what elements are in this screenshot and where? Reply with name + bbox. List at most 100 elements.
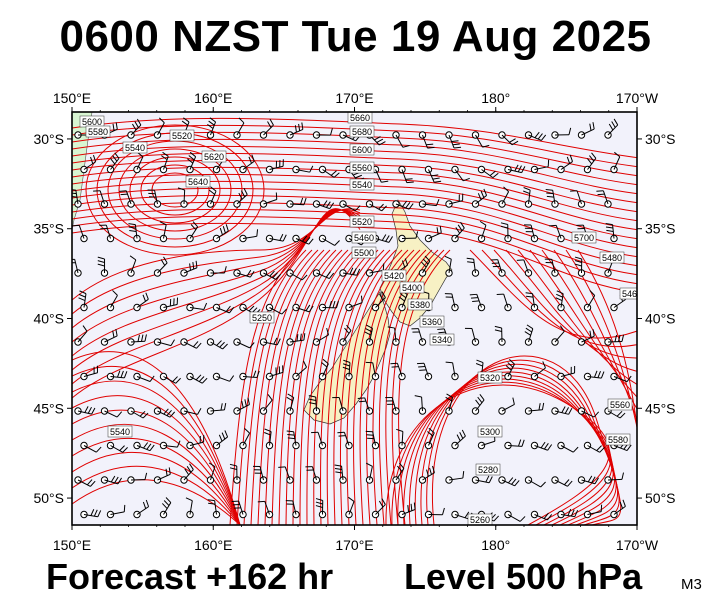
contour-line <box>278 249 343 525</box>
contour-label: 5520 <box>169 129 195 142</box>
wind-barb <box>445 471 465 484</box>
wind-barb <box>78 290 88 312</box>
svg-text:5560: 5560 <box>352 163 372 173</box>
wind-barb <box>106 290 118 312</box>
contour-label: 5280 <box>475 463 501 476</box>
contour-line <box>129 156 221 224</box>
contour-line <box>403 375 614 525</box>
wind-barb <box>292 303 314 313</box>
lat-label-right: 45°S <box>645 400 676 416</box>
contour-line <box>408 371 616 525</box>
wind-barb <box>334 464 347 484</box>
wind-barb <box>72 224 88 243</box>
wind-barb <box>127 472 148 484</box>
wind-barb <box>424 165 442 183</box>
wind-barb <box>605 222 618 243</box>
contour-line <box>378 249 433 525</box>
wind-barb <box>557 441 579 453</box>
svg-text:5400: 5400 <box>402 283 422 293</box>
wind-barb <box>583 152 597 174</box>
contour-label: 5540 <box>349 178 375 191</box>
wind-barb <box>464 327 480 346</box>
contour-line <box>72 452 241 525</box>
wind-barb <box>604 118 619 139</box>
wind-barb <box>186 151 197 174</box>
wind-barb <box>253 465 268 484</box>
wind-barb <box>424 225 442 243</box>
wind-barb <box>551 325 565 346</box>
wind-barb <box>551 406 573 415</box>
wind-barb <box>212 372 235 382</box>
contour-line <box>72 423 241 525</box>
wind-barb <box>259 192 278 208</box>
wind-barb <box>231 500 247 519</box>
contour-line <box>72 180 637 240</box>
wind-barb <box>471 394 485 415</box>
lon-label-top: 170°W <box>616 90 659 106</box>
wind-barb <box>494 325 506 346</box>
lon-label-bottom: 170°E <box>335 537 373 553</box>
lat-label-left: 40°S <box>33 311 64 327</box>
wind-barb <box>285 500 300 519</box>
wind-barb <box>239 229 259 243</box>
wind-barb <box>312 200 335 210</box>
contour-line <box>72 208 361 301</box>
wind-barb <box>128 223 141 243</box>
wind-barb <box>364 324 374 346</box>
wind-barb <box>312 327 330 346</box>
wind-barb <box>80 441 102 453</box>
wind-barb <box>610 151 621 174</box>
wind-barb <box>365 361 380 381</box>
wind-barb <box>206 462 216 484</box>
lon-label-bottom: 160°E <box>194 537 232 553</box>
contour-line <box>85 124 265 256</box>
wind-barb <box>239 154 255 174</box>
wind-barb <box>387 326 400 346</box>
contour-line <box>72 159 637 213</box>
contour-line <box>257 249 325 525</box>
wind-barb <box>365 200 387 212</box>
lon-label-top: 180° <box>481 90 510 106</box>
contour-label: 5500 <box>351 246 377 259</box>
wind-barb <box>445 131 462 149</box>
wind-barb <box>206 402 227 415</box>
contour-label: 5380 <box>407 298 433 311</box>
contour-label: 5600 <box>79 115 105 128</box>
svg-text:5660: 5660 <box>350 113 370 123</box>
wind-barb <box>339 267 361 277</box>
wind-barb <box>186 435 205 450</box>
svg-text:5460: 5460 <box>622 289 642 299</box>
contour-line <box>72 209 361 371</box>
wind-barb <box>159 372 181 384</box>
wind-barb <box>74 406 96 415</box>
wind-barb <box>153 117 165 139</box>
wind-barb <box>357 397 374 415</box>
lon-label-top: 160°E <box>194 90 232 106</box>
contour-line <box>391 249 445 525</box>
wind-barb <box>233 397 250 415</box>
wind-barb <box>80 154 97 174</box>
wind-barb <box>525 292 539 312</box>
contour-line <box>420 363 619 525</box>
wind-barb <box>233 269 255 278</box>
wind-barb <box>80 509 102 519</box>
contour-line <box>72 124 637 168</box>
wind-barb <box>239 428 251 450</box>
wind-barb <box>308 395 321 415</box>
forecast-hour-label: Forecast +162 hr <box>46 556 334 597</box>
wind-barb <box>127 334 147 346</box>
wind-barb <box>445 361 459 381</box>
wind-barb <box>259 394 273 415</box>
wind-barb <box>577 475 599 485</box>
wind-barb <box>292 360 307 381</box>
wind-barb <box>549 224 565 243</box>
wind-barb <box>286 333 306 346</box>
wind-barb <box>557 154 573 174</box>
wind-barb <box>392 200 414 210</box>
lon-label-bottom: 150°E <box>53 537 91 553</box>
svg-text:5500: 5500 <box>354 248 374 258</box>
contour-line <box>72 395 241 525</box>
wind-barb <box>498 476 520 487</box>
contour-label: 5420 <box>381 269 407 282</box>
